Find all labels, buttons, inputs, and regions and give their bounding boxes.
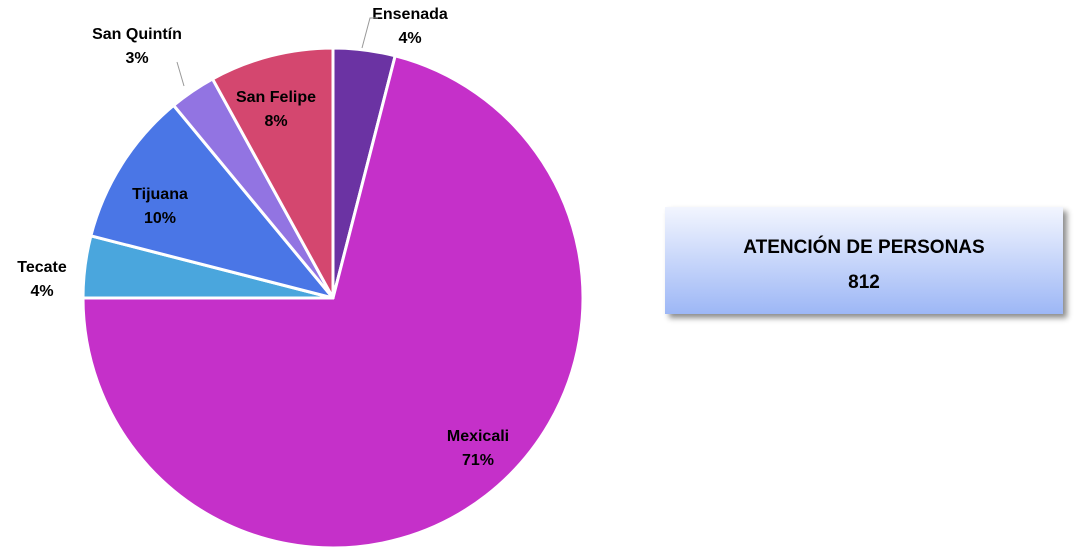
slice-name: Tecate [17,259,67,276]
summary-total: 812 [848,272,880,293]
slice [89,103,335,300]
pie [81,46,585,549]
slice-name: Mexicali [447,428,509,445]
leader-line [176,61,185,87]
summary-title: ATENCIÓN DE PERSONAS [743,236,984,258]
summary-box [665,207,1063,314]
slice-value: 10% [144,210,176,227]
slice-value: 8% [264,113,287,130]
labels: Ensenada 4% Mexicali 71% Tecate 4% Tijuana 10% S… [17,6,509,469]
slice-name: San Quintín [92,26,182,43]
slice-value: 3% [125,50,148,67]
slice-value: 4% [30,283,53,300]
slice-name: Tijuana [132,186,188,203]
slice-value: 71% [462,452,494,469]
slice [211,46,335,300]
slice-value: 4% [398,30,421,47]
slice-name: Ensenada [372,6,448,23]
slice [81,54,585,549]
leader-line [361,17,378,49]
slice-name: San Felipe [236,89,316,106]
